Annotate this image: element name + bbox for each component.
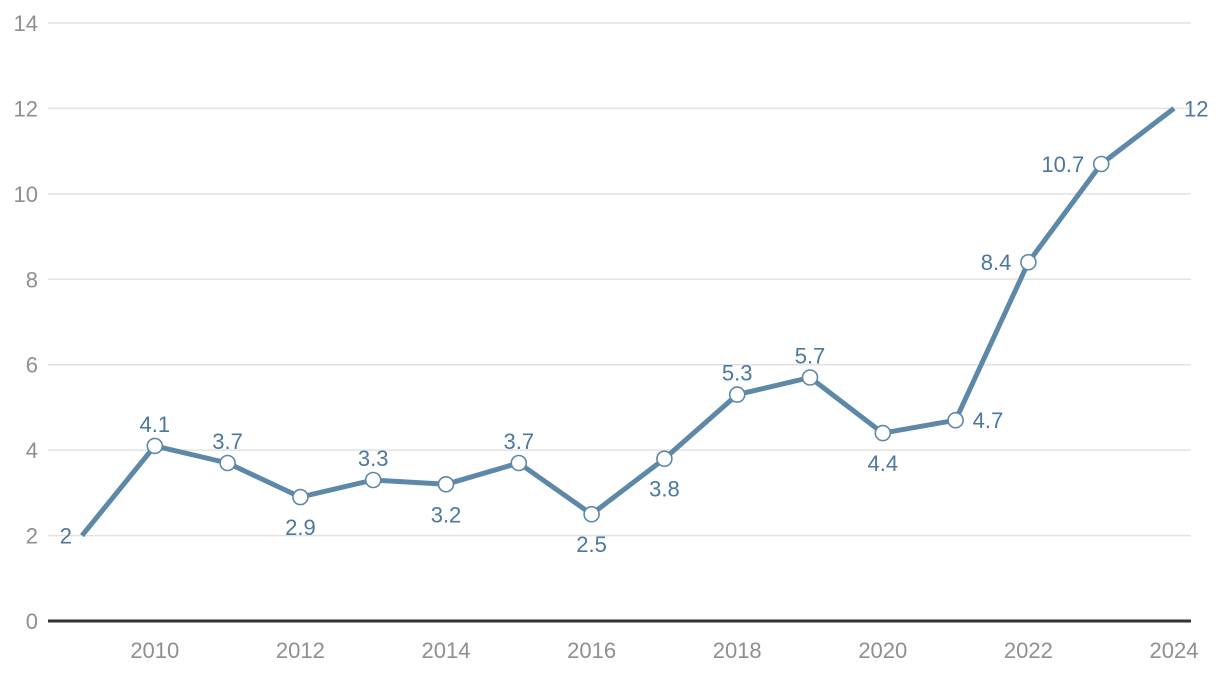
x-tick-label: 2022 bbox=[1004, 638, 1053, 663]
data-point-label: 2 bbox=[60, 524, 72, 549]
data-point-marker bbox=[219, 454, 236, 472]
data-point-marker bbox=[656, 450, 673, 468]
data-point-marker bbox=[292, 488, 309, 506]
data-point-label: 5.7 bbox=[795, 344, 826, 369]
data-point-marker bbox=[874, 424, 892, 442]
data-line bbox=[80, 106, 1176, 538]
x-tick-label: 2016 bbox=[567, 638, 616, 663]
data-point-marker bbox=[1092, 155, 1110, 173]
data-point-label: 4.7 bbox=[973, 408, 1004, 433]
data-point-marker bbox=[728, 386, 746, 403]
data-point-marker bbox=[947, 411, 964, 429]
x-tick-label: 2018 bbox=[713, 638, 762, 663]
data-point-marker bbox=[801, 369, 819, 386]
x-tick-label: 2014 bbox=[422, 638, 471, 663]
y-tick-label: 6 bbox=[26, 353, 38, 378]
x-tick-label: 2024 bbox=[1150, 638, 1199, 663]
y-tick-label: 4 bbox=[26, 438, 38, 463]
data-point-marker bbox=[583, 505, 600, 523]
data-point-label: 3.3 bbox=[358, 446, 389, 471]
data-point-label: 3.2 bbox=[431, 502, 462, 527]
data-point-marker bbox=[146, 437, 164, 455]
y-tick-label: 0 bbox=[26, 609, 38, 634]
data-point-label: 12 bbox=[1184, 96, 1208, 121]
x-tick-label: 2010 bbox=[130, 638, 179, 663]
x-tick-label: 2012 bbox=[276, 638, 325, 663]
data-point-label: 2.5 bbox=[576, 532, 607, 557]
data-point-marker bbox=[510, 454, 528, 472]
data-point-label: 10.7 bbox=[1041, 152, 1084, 177]
data-point-marker bbox=[364, 471, 382, 489]
data-point-marker bbox=[1020, 253, 1037, 271]
data-point-label: 4.1 bbox=[140, 412, 171, 437]
data-point-label: 8.4 bbox=[981, 250, 1012, 275]
data-point-label: 3.7 bbox=[212, 429, 243, 454]
data-point-label: 2.9 bbox=[285, 515, 316, 540]
y-tick-label: 14 bbox=[14, 11, 38, 36]
data-point-label: 4.4 bbox=[868, 451, 899, 476]
data-point-label: 3.8 bbox=[649, 477, 680, 502]
x-tick-label: 2020 bbox=[858, 638, 907, 663]
y-tick-label: 12 bbox=[14, 96, 38, 121]
y-tick-label: 8 bbox=[26, 267, 38, 292]
data-point-label: 5.3 bbox=[722, 361, 753, 386]
y-tick-label: 10 bbox=[14, 182, 38, 207]
data-point-marker bbox=[437, 475, 455, 493]
y-tick-label: 2 bbox=[26, 524, 38, 549]
data-point-label: 3.7 bbox=[504, 429, 535, 454]
